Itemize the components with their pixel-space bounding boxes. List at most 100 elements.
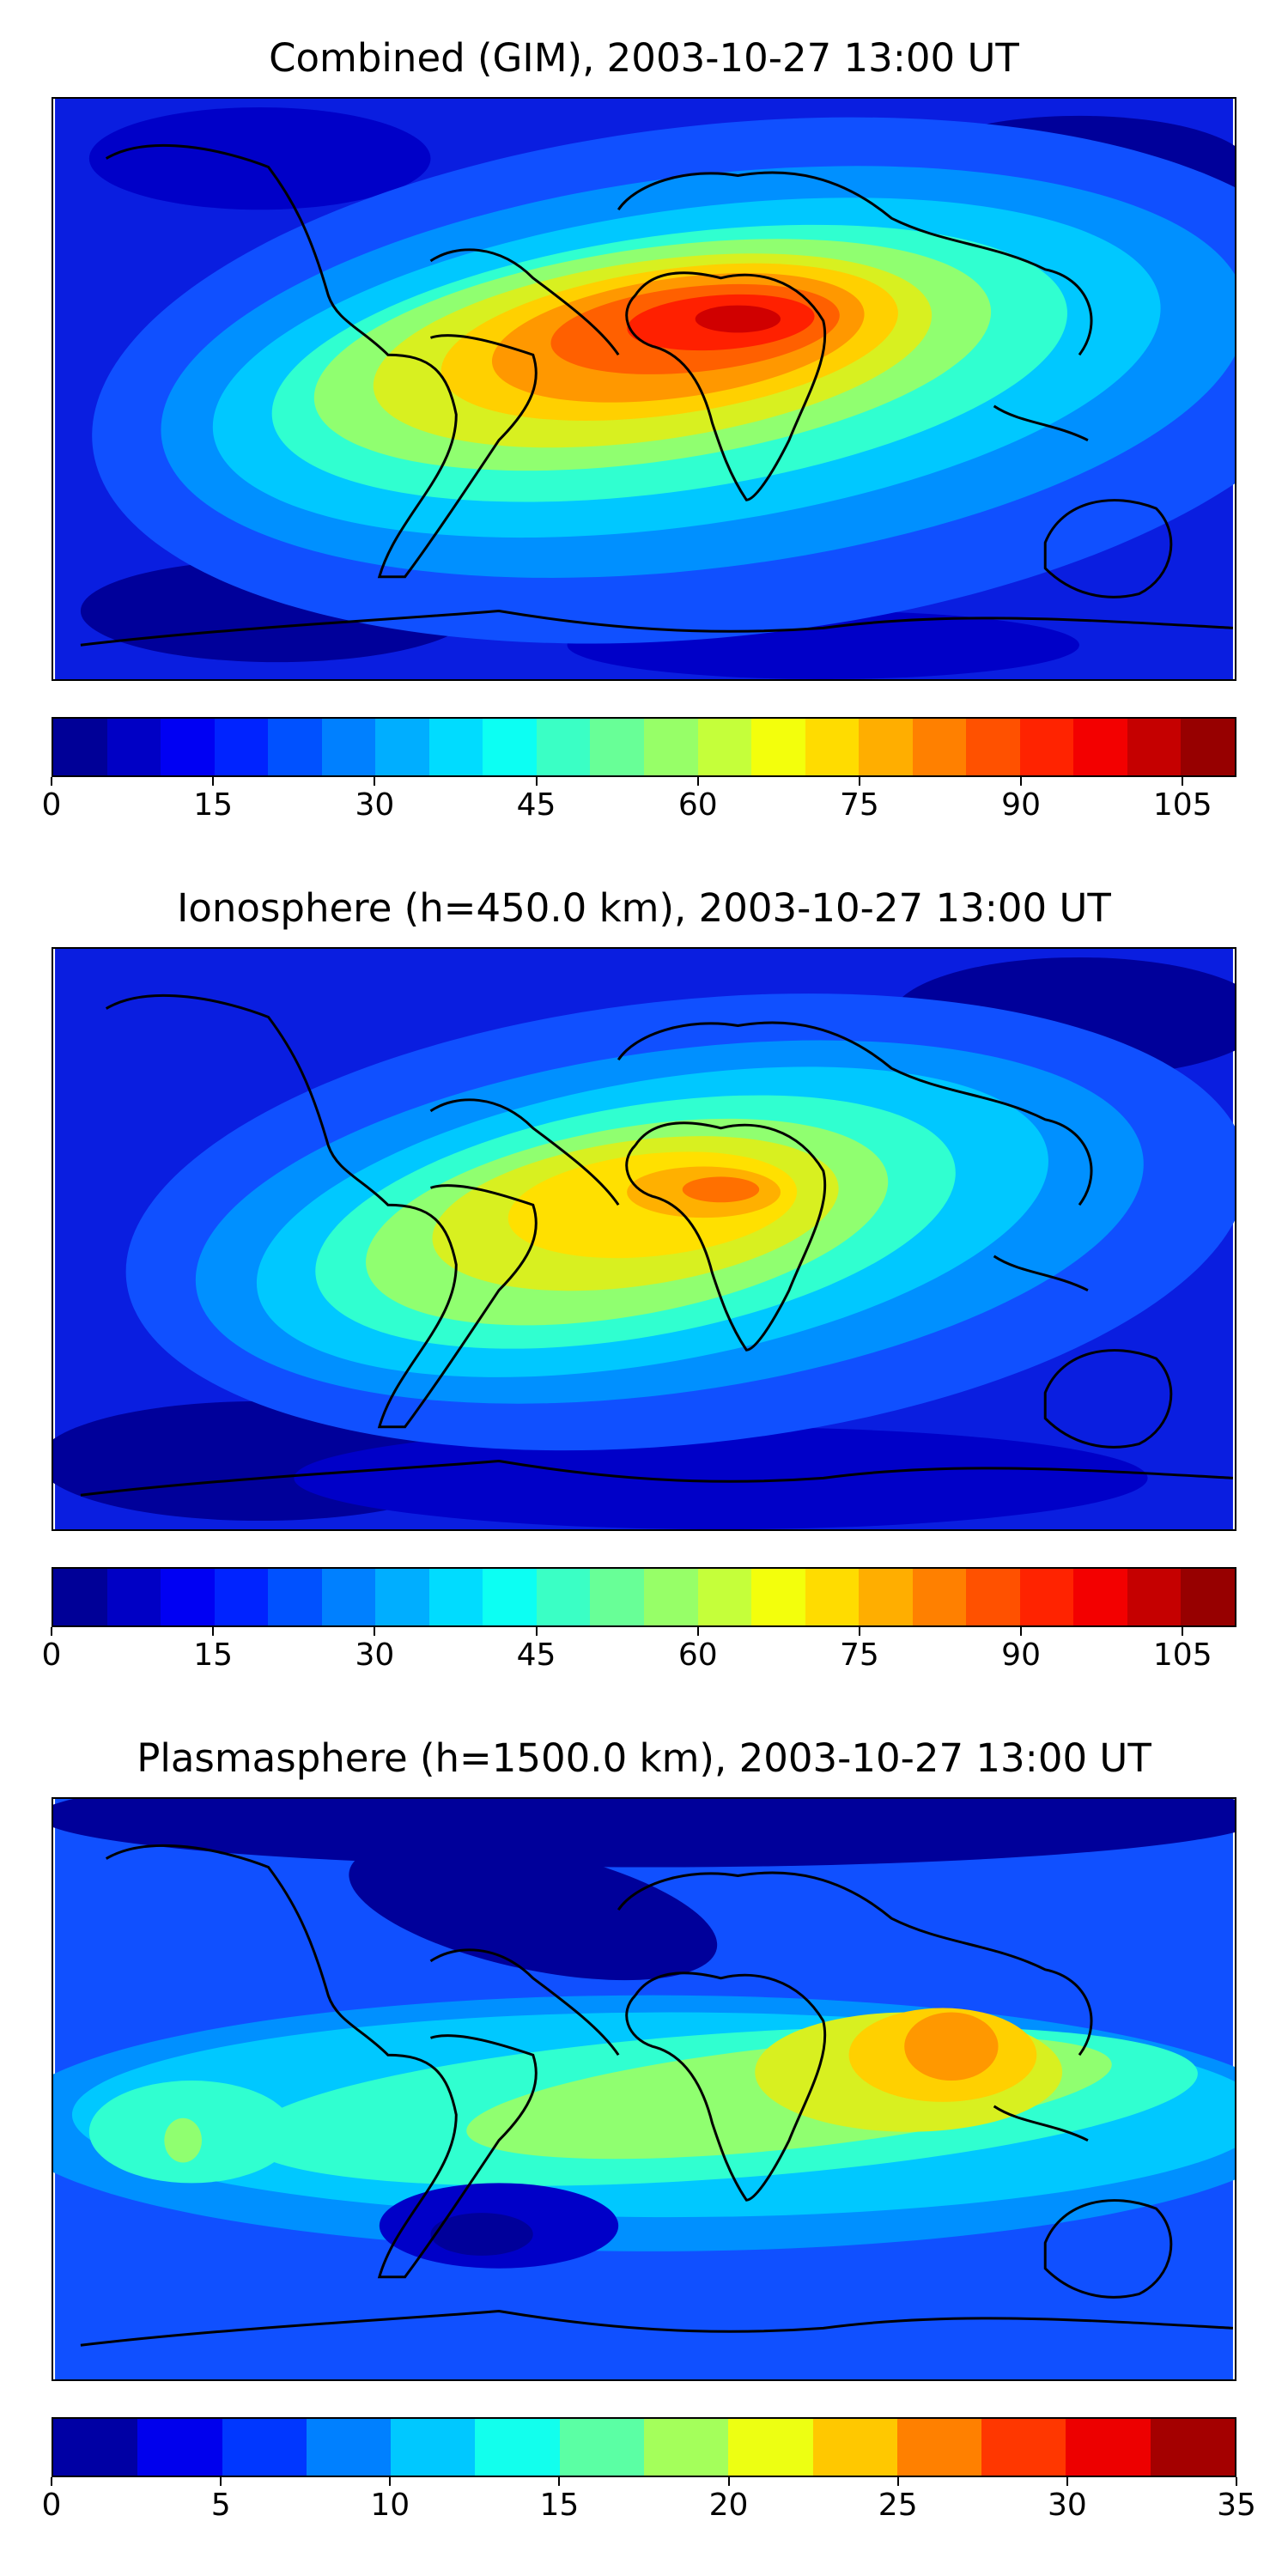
colorbar-tick-mark (1182, 777, 1184, 786)
colorbar-tick-mark (1020, 777, 1023, 786)
colorbar-tick-mark (1182, 1627, 1184, 1636)
colorbar-segment (912, 719, 967, 775)
colorbar-segment (644, 1569, 698, 1625)
colorbar-segment (812, 2419, 897, 2476)
colorbar-tick-label: 60 (677, 787, 718, 823)
colorbar-tick-label: 60 (677, 1637, 718, 1673)
colorbar-tick-mark (858, 777, 860, 786)
colorbar-segment (981, 2419, 1066, 2476)
colorbar-tick-label: 0 (41, 787, 62, 823)
colorbar-tick-label: 15 (193, 787, 234, 823)
colorbar-segment (644, 719, 698, 775)
colorbar-segment (321, 1569, 376, 1625)
colorbar-segment (222, 2419, 307, 2476)
colorbar-tick-mark (212, 777, 215, 786)
colorbar-segment (53, 2419, 138, 2476)
colorbar-tick-label: 75 (840, 1637, 879, 1673)
colorbar-segment (1181, 719, 1236, 775)
colorbar-tick-label: 30 (355, 787, 395, 823)
colorbar-segment (375, 719, 429, 775)
colorbar-tick-mark (212, 1627, 215, 1636)
colorbar-tick-label: 10 (370, 2488, 410, 2523)
colorbar-tick-label: 90 (1001, 1637, 1041, 1673)
colorbar-combined (52, 717, 1236, 777)
map-ionosphere (52, 947, 1236, 1531)
colorbar-tick-mark (389, 2477, 392, 2486)
colorbar-segment (805, 1569, 860, 1625)
colorbar-tick-label: 5 (210, 2488, 231, 2523)
colorbar-segment (559, 2419, 644, 2476)
colorbar-segment (137, 2419, 222, 2476)
coastlines (80, 993, 1234, 1497)
colorbar-ticks-combined: 0 15 30 45 60 75 90 105 (42, 777, 1236, 829)
colorbar-segment (912, 1569, 967, 1625)
colorbar-segment (751, 719, 805, 775)
colorbar-tick-label: 105 (1152, 787, 1212, 823)
colorbar-tick-mark (535, 777, 538, 786)
colorbar-segment (1073, 1569, 1127, 1625)
colorbar-tick-label: 0 (41, 1637, 62, 1673)
colorbar-segment (161, 1569, 215, 1625)
colorbar-tick-mark (727, 2477, 730, 2486)
coastlines (80, 143, 1234, 647)
tec-map-ionosphere (53, 949, 1235, 1529)
colorbar-segment (590, 1569, 645, 1625)
colorbar-segment (53, 719, 107, 775)
map-plasmasphere (52, 1797, 1236, 2381)
colorbar-segment (1150, 2419, 1235, 2476)
colorbar-tick-label: 15 (539, 2488, 580, 2523)
colorbar-segment (475, 2419, 560, 2476)
colorbar-segment (106, 719, 161, 775)
colorbar-segment (268, 1569, 322, 1625)
colorbar-tick-label: 20 (708, 2488, 749, 2523)
colorbar-segment (1019, 1569, 1074, 1625)
colorbar-tick-mark (1020, 1627, 1023, 1636)
colorbar-segment (321, 719, 376, 775)
colorbar-tick-mark (858, 1627, 860, 1636)
colorbar-tick-label: 45 (516, 787, 556, 823)
colorbar-segment (214, 719, 269, 775)
colorbar-plasmasphere (52, 2417, 1236, 2477)
colorbar-tick-label: 90 (1001, 787, 1041, 823)
colorbar-segment (697, 1569, 752, 1625)
panel-title-combined: Combined (GIM), 2003-10-27 13:00 UT (269, 35, 1019, 81)
colorbar-tick-mark (51, 1627, 52, 1636)
colorbar-tick-label: 45 (516, 1637, 556, 1673)
colorbar-ionosphere (52, 1567, 1236, 1627)
colorbar-tick-label: 30 (1047, 2488, 1087, 2523)
colorbar-segment (859, 719, 913, 775)
colorbar-tick-mark (896, 2477, 899, 2486)
colorbar-tick-label: 15 (193, 1637, 234, 1673)
colorbar-segment (1019, 719, 1074, 775)
map-combined (52, 97, 1236, 681)
colorbar-tick-label: 105 (1152, 1637, 1212, 1673)
colorbar-segment (966, 719, 1020, 775)
colorbar-tick-label: 0 (41, 2488, 62, 2523)
colorbar-segment (391, 2419, 476, 2476)
colorbar-segment (428, 719, 483, 775)
colorbar-segment (751, 1569, 805, 1625)
colorbar-tick-mark (1236, 2477, 1237, 2486)
colorbar-segment (643, 2419, 729, 2476)
panel-title-plasmasphere: Plasmasphere (h=1500.0 km), 2003-10-27 1… (137, 1735, 1151, 1781)
colorbar-segment (590, 719, 645, 775)
colorbar-segment (306, 2419, 392, 2476)
colorbar-segment (536, 1569, 591, 1625)
colorbar-segment (728, 2419, 813, 2476)
colorbar-segment (966, 1569, 1020, 1625)
colorbar-segment (1127, 719, 1182, 775)
coastlines (80, 1844, 1234, 2347)
colorbar-tick-mark (696, 777, 699, 786)
colorbar-segment (161, 719, 215, 775)
colorbar-segment (214, 1569, 269, 1625)
colorbar-segment (268, 719, 322, 775)
colorbar-tick-mark (535, 1627, 538, 1636)
colorbar-tick-mark (374, 1627, 376, 1636)
colorbar-segment (375, 1569, 429, 1625)
colorbar-tick-mark (220, 2477, 222, 2486)
colorbar-segment (1073, 719, 1127, 775)
colorbar-segment (483, 1569, 537, 1625)
colorbar-tick-mark (51, 777, 52, 786)
colorbar-segment (697, 719, 752, 775)
colorbar-tick-mark (558, 2477, 561, 2486)
